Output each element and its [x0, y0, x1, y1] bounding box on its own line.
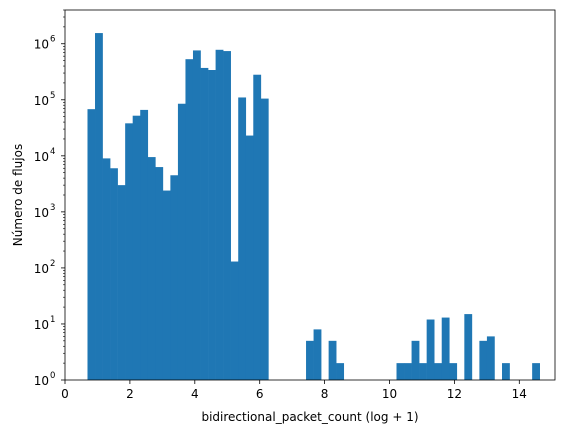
histogram-bar [95, 33, 103, 380]
histogram-bar [328, 340, 337, 380]
y-tick-exponent: 5 [50, 91, 55, 101]
histogram-bar [147, 157, 156, 380]
histogram-bar [208, 70, 216, 380]
histogram-bar [177, 103, 186, 381]
x-tick-label: 8 [321, 387, 329, 401]
histogram-bar [336, 363, 345, 380]
y-tick-label: 10 [34, 318, 49, 332]
x-tick-label: 12 [447, 387, 462, 401]
y-tick-label: 10 [34, 150, 49, 164]
histogram-bar [170, 175, 179, 380]
x-tick-label: 2 [126, 387, 134, 401]
histogram-bar [479, 340, 488, 380]
x-tick-label: 10 [382, 387, 397, 401]
histogram-bar [426, 319, 435, 380]
x-axis-ticks: 0 2 4 6 8 10 12 14 [61, 380, 527, 401]
histogram-bar [87, 109, 96, 381]
y-tick-exponent: 0 [50, 371, 55, 381]
histogram-bar [260, 98, 269, 380]
histogram-bar [162, 190, 171, 380]
y-tick-exponent: 3 [50, 203, 55, 213]
histogram-bar [238, 97, 247, 381]
histogram-bar [140, 109, 149, 381]
x-tick-label: 4 [191, 387, 199, 401]
histogram-bar [223, 51, 231, 380]
x-axis-label: bidirectional_packet_count (log + 1) [201, 410, 418, 424]
histogram-bar [132, 115, 141, 380]
histogram-bar [200, 67, 209, 380]
histogram-bar [464, 314, 473, 380]
histogram-bar [185, 59, 194, 380]
x-tick-label: 0 [61, 387, 69, 401]
histogram-bar [449, 363, 458, 380]
histogram-bar [230, 261, 239, 380]
y-tick-label: 10 [34, 206, 49, 220]
histogram-bar [306, 340, 314, 380]
histogram-bar [486, 336, 495, 380]
histogram-bar [441, 317, 450, 380]
y-tick-exponent: 2 [50, 259, 55, 269]
histogram-bar [125, 123, 133, 380]
y-axis-label: Número de flujos [11, 144, 25, 246]
histogram-bar [245, 135, 254, 380]
y-tick-label: 10 [34, 94, 49, 108]
histogram-bar [434, 363, 443, 380]
histogram-bar [192, 50, 201, 381]
histogram-bar [532, 363, 540, 380]
histogram-bar [117, 185, 126, 380]
histogram-bar [253, 74, 262, 380]
histogram-bar [155, 167, 164, 380]
histogram-bar [502, 363, 510, 380]
histogram-bar [110, 168, 118, 380]
y-tick-exponent: 6 [50, 35, 55, 45]
y-tick-label: 10 [34, 262, 49, 276]
histogram-bar [102, 158, 111, 380]
x-tick-label: 6 [256, 387, 264, 401]
y-tick-exponent: 4 [50, 147, 55, 157]
bars-group [87, 33, 540, 381]
y-tick-label: 10 [34, 374, 49, 388]
histogram-bar [396, 363, 405, 380]
histogram-bar [215, 49, 224, 380]
histogram-bar [411, 340, 420, 380]
histogram-bar [313, 329, 322, 380]
histogram-bar [419, 363, 427, 380]
histogram-bar [404, 363, 412, 380]
y-tick-exponent: 1 [50, 315, 55, 325]
y-tick-label: 10 [34, 38, 49, 52]
x-tick-label: 14 [512, 387, 527, 401]
